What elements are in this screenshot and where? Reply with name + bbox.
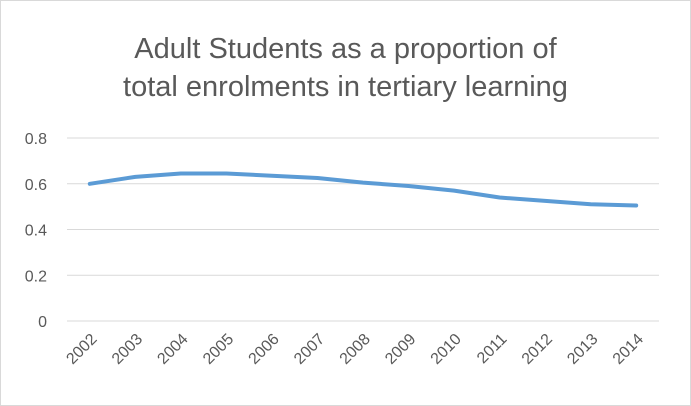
gridlines [67, 137, 659, 322]
x-tick-label: 2011 [474, 331, 510, 367]
x-tick-label: 2004 [154, 331, 191, 368]
x-tick-label: 2008 [337, 331, 374, 368]
y-tick-label: 0.4 [25, 223, 47, 240]
x-tick-label: 2006 [246, 331, 283, 368]
y-tick-label: 0.8 [25, 131, 47, 148]
x-tick-label: 2014 [610, 331, 647, 368]
series-group [87, 171, 639, 208]
y-axis-ticks: 0 0.2 0.4 0.6 0.8 [25, 131, 47, 331]
series-line [87, 171, 639, 208]
x-tick-label: 2009 [382, 331, 419, 368]
chart-title: Adult Students as a proportion of total … [0, 30, 691, 106]
x-tick-label: 2007 [291, 331, 328, 368]
x-tick-label: 2012 [519, 331, 556, 368]
x-tick-label: 2003 [109, 331, 146, 368]
y-tick-label: 0.6 [25, 177, 47, 194]
x-tick-label: 2010 [428, 331, 465, 368]
chart-title-line-1: Adult Students as a proportion of [134, 33, 557, 65]
x-tick-label: 2013 [564, 331, 601, 368]
x-axis-ticks: 2002 2003 2004 2005 2006 2007 2008 2009 2010 2011… [63, 331, 647, 368]
y-tick-label: 0.2 [25, 268, 47, 285]
chart-title-line-2: total enrolments in tertiary learning [123, 71, 568, 103]
y-tick-label: 0 [38, 314, 47, 331]
x-tick-label: 2002 [63, 331, 100, 368]
x-tick-label: 2005 [200, 331, 237, 368]
